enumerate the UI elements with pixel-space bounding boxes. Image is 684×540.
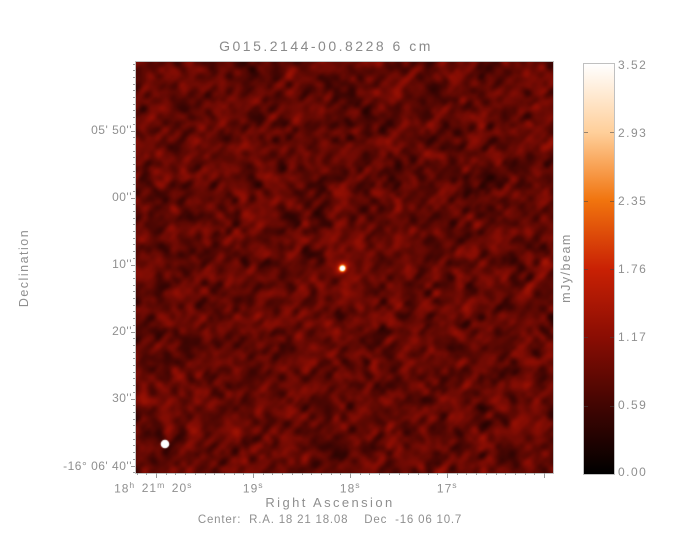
colorbar-tick-label: 0.59 <box>618 398 648 412</box>
colorbar-tick-label: 1.76 <box>618 262 648 276</box>
center-coordinates-line: Center: R.A. 18 21 18.08 Dec -16 06 10.7 <box>197 514 463 526</box>
colorbar-gradient <box>584 64 614 474</box>
colorbar-unit-label: mJy/beam <box>559 233 573 303</box>
x-tick-text: 20 <box>171 481 188 496</box>
colorbar-tick-label: 3.52 <box>618 58 648 72</box>
plot-title: G015.2144-00.8228 6 cm <box>219 38 433 54</box>
colorbar-tick-label: 1.17 <box>618 330 648 344</box>
x-tick-sup: h <box>129 480 135 490</box>
radio-intensity-map <box>136 62 553 473</box>
colorbar <box>583 63 615 475</box>
colorbar-tick-label: 2.35 <box>618 194 648 208</box>
x-tick-text: 21 <box>141 481 158 496</box>
x-tick-sup: s <box>452 480 458 490</box>
y-axis-ticks <box>130 62 135 474</box>
x-tick-label: 17s <box>407 477 487 496</box>
x-axis-label: Right Ascension <box>265 495 395 510</box>
x-tick-text: 19 <box>242 481 259 496</box>
y-tick-label: 00'' <box>112 190 132 204</box>
x-tick-label: 18s <box>310 477 390 496</box>
colorbar-tick-label: 2.93 <box>618 126 648 140</box>
colorbar-ticks <box>584 64 614 474</box>
x-tick-text: 17 <box>436 481 453 496</box>
y-tick-label: 10'' <box>112 257 132 271</box>
x-tick-text: 18 <box>114 481 130 496</box>
image-frame <box>135 61 554 474</box>
x-tick-label: 18h 21m 20s <box>88 477 218 496</box>
x-tick-label: 19s <box>213 477 293 496</box>
x-tick-text: 18 <box>339 481 356 496</box>
y-tick-label: -16° 06' 40'' <box>63 459 132 473</box>
x-tick-sup: s <box>187 480 192 490</box>
x-tick-sup: m <box>157 480 165 490</box>
y-tick-label: 05' 50'' <box>91 123 132 137</box>
y-tick-label: 30'' <box>112 391 132 405</box>
y-tick-label: 20'' <box>112 324 132 338</box>
y-axis-label: Declination <box>17 228 31 308</box>
colorbar-tick-label: 0.00 <box>618 465 648 479</box>
x-tick-sup: s <box>355 480 361 490</box>
x-tick-sup: s <box>258 480 264 490</box>
x-axis-ticks <box>136 473 553 479</box>
